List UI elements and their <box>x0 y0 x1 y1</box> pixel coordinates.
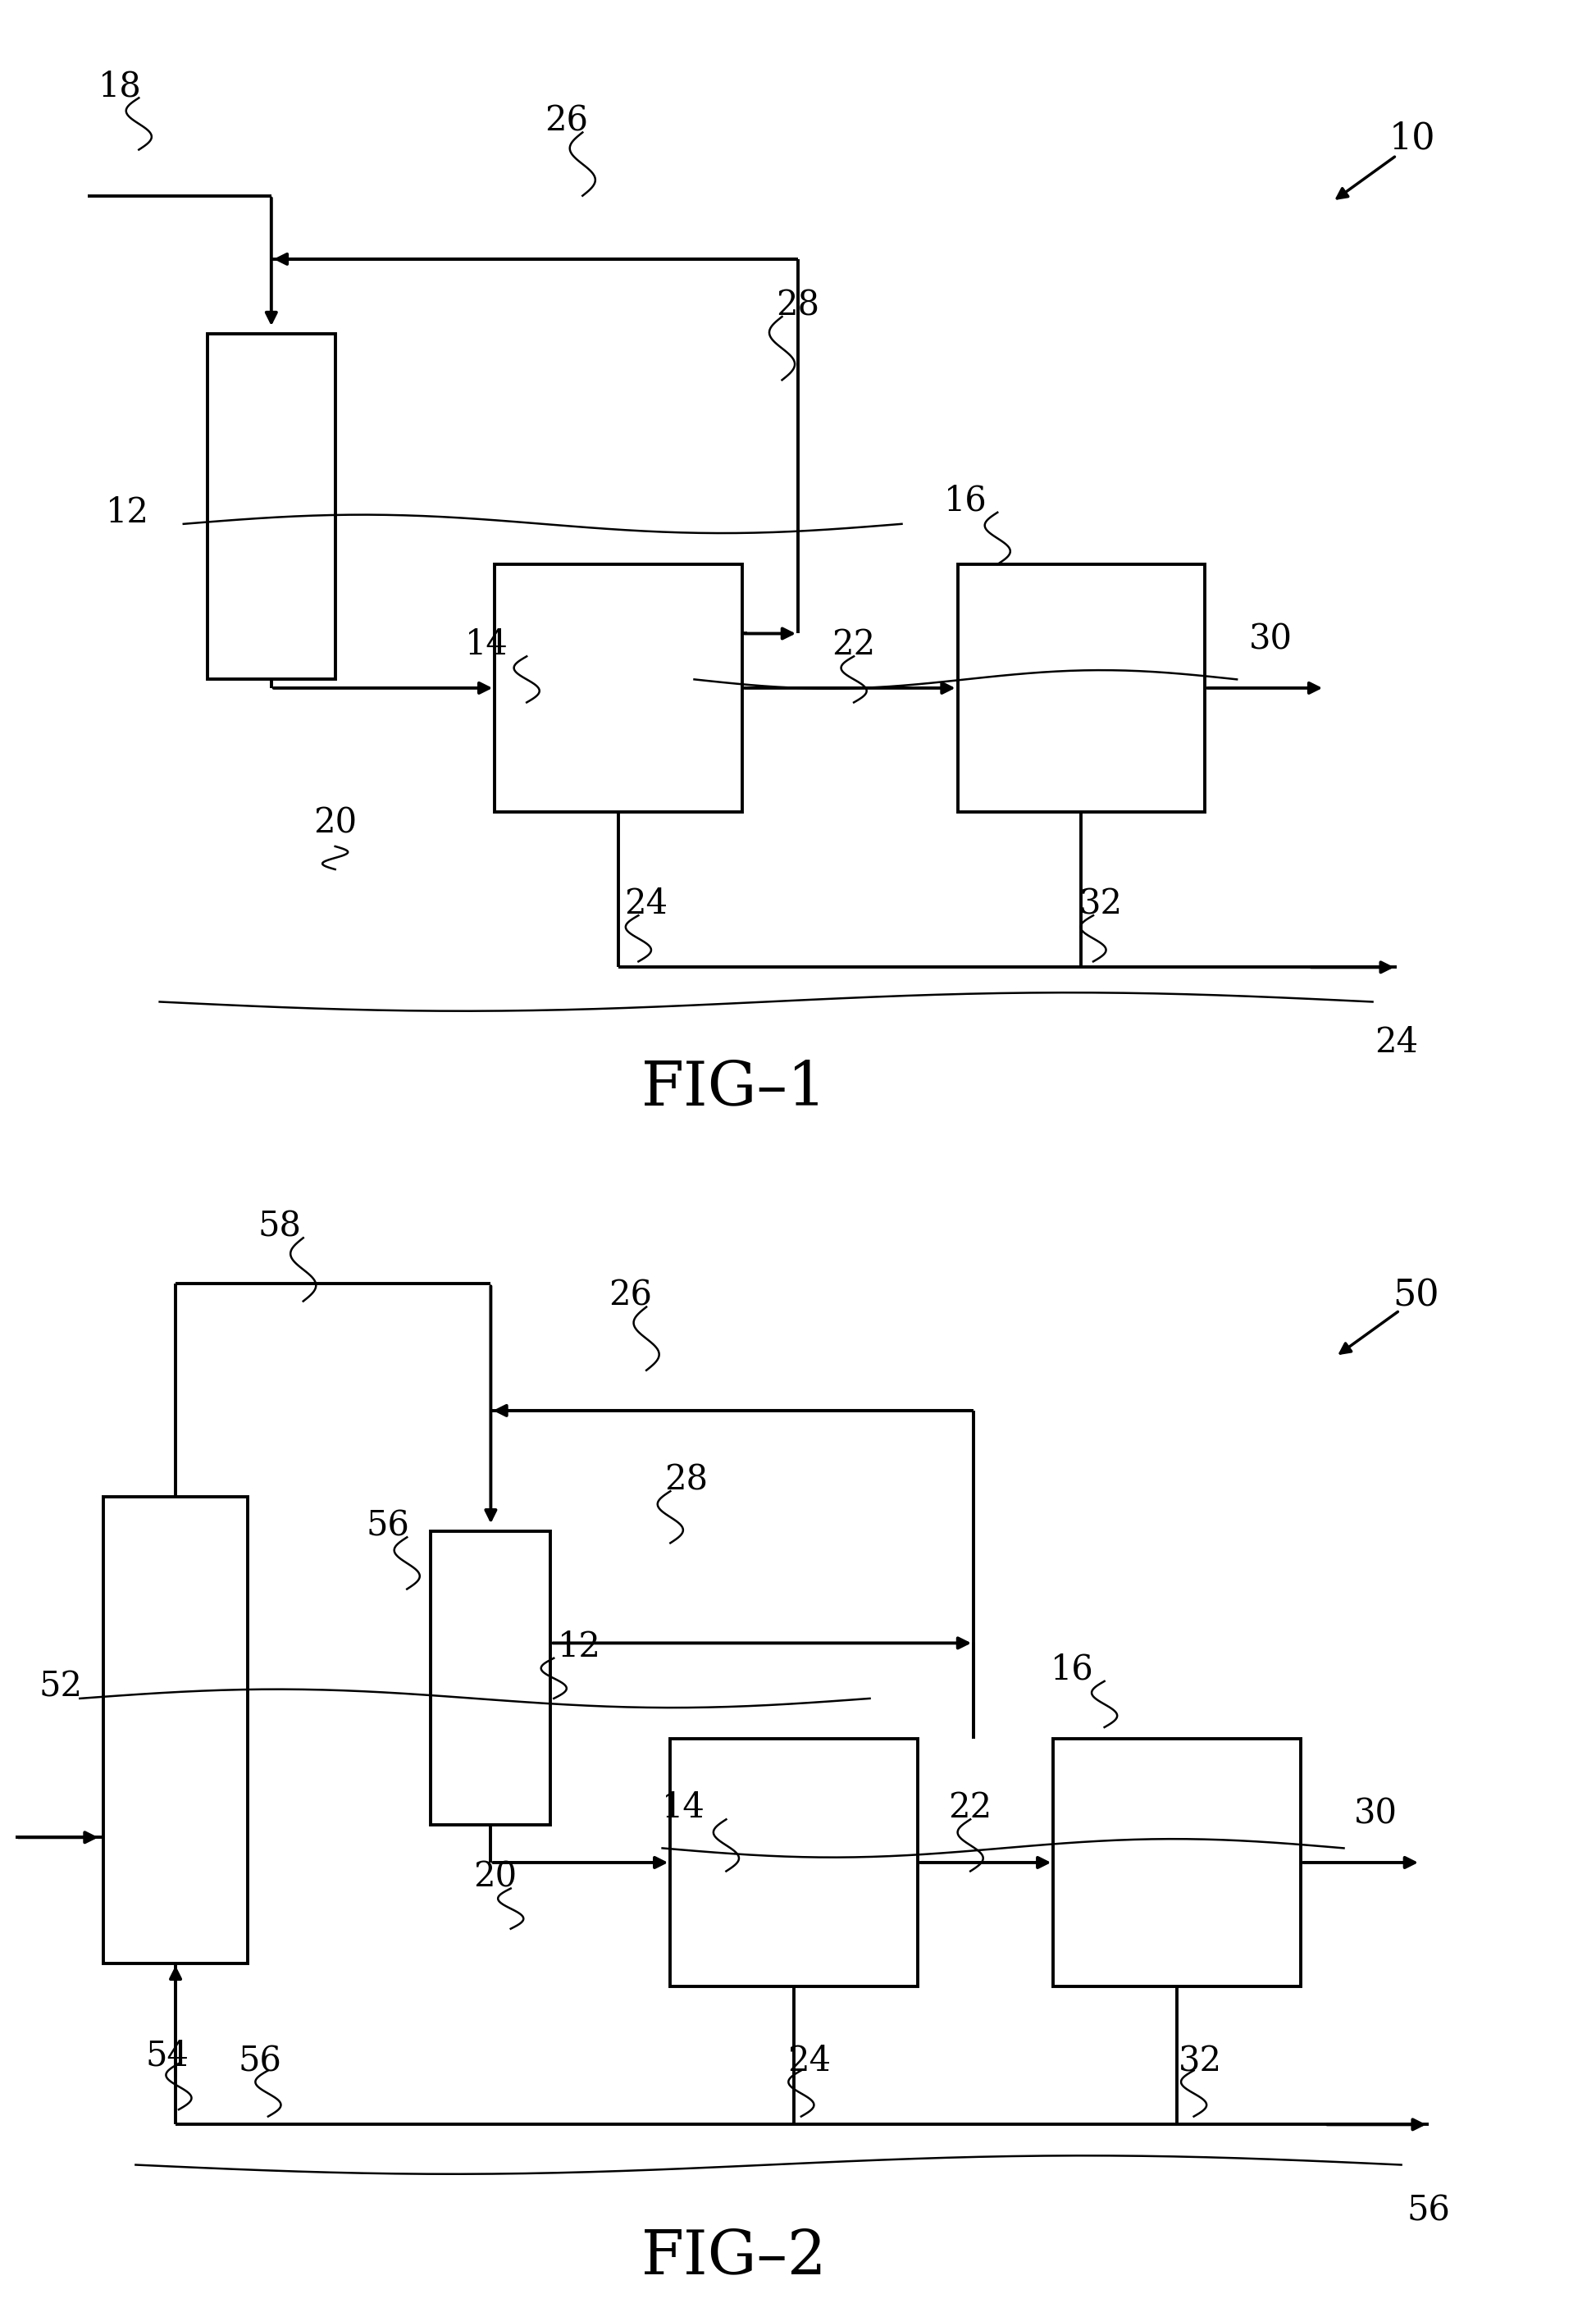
Text: 56: 56 <box>1406 2195 1451 2227</box>
Bar <box>958 564 1205 813</box>
Text: 20: 20 <box>472 1861 517 1893</box>
Text: 28: 28 <box>776 288 820 322</box>
Text: 18: 18 <box>97 69 142 104</box>
Text: 14: 14 <box>661 1792 705 1824</box>
Text: 54: 54 <box>145 2038 190 2073</box>
Bar <box>495 564 742 813</box>
Text: 32: 32 <box>1178 2045 1223 2077</box>
Text: 56: 56 <box>365 1508 410 1543</box>
Text: 22: 22 <box>948 1792 993 1824</box>
Text: 52: 52 <box>38 1670 83 1704</box>
Text: 58: 58 <box>257 1209 302 1244</box>
Text: 10: 10 <box>1389 120 1436 157</box>
Bar <box>104 1497 247 1962</box>
Text: 20: 20 <box>313 806 358 841</box>
Text: FIG–1: FIG–1 <box>642 1059 827 1117</box>
Text: 16: 16 <box>1050 1654 1095 1686</box>
Text: 26: 26 <box>608 1278 653 1313</box>
Text: 16: 16 <box>943 484 988 518</box>
Bar <box>431 1531 551 1824</box>
Bar <box>1053 1739 1301 1985</box>
Text: 24: 24 <box>787 2045 832 2077</box>
Bar <box>207 334 335 679</box>
Text: 30: 30 <box>1248 622 1293 656</box>
Text: 28: 28 <box>664 1462 709 1497</box>
Text: 26: 26 <box>544 104 589 138</box>
Text: 56: 56 <box>238 2045 282 2077</box>
Text: 32: 32 <box>1079 887 1124 921</box>
Text: 24: 24 <box>624 887 669 921</box>
Text: 12: 12 <box>105 495 150 530</box>
Text: 30: 30 <box>1353 1796 1398 1831</box>
Text: 12: 12 <box>557 1631 602 1663</box>
Text: 50: 50 <box>1392 1278 1440 1313</box>
Text: 24: 24 <box>1374 1025 1419 1059</box>
Text: 14: 14 <box>464 629 509 661</box>
Text: FIG–2: FIG–2 <box>642 2227 827 2287</box>
Bar <box>670 1739 918 1985</box>
Text: 22: 22 <box>832 629 876 661</box>
